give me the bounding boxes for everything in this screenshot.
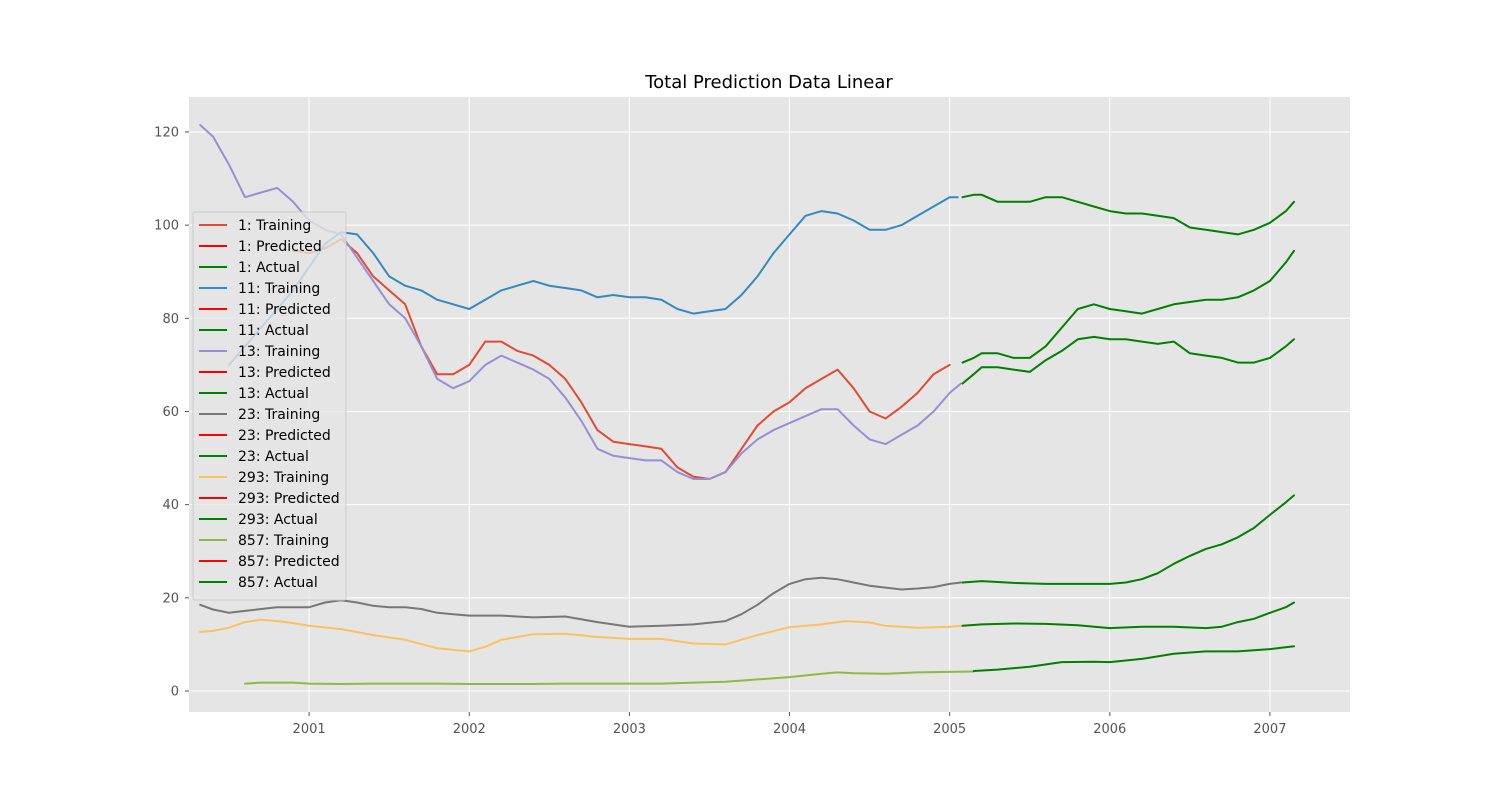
- y-tick-label: 80: [162, 312, 179, 327]
- y-tick-label: 0: [171, 685, 179, 700]
- series-line-293-actual: [961, 601, 1295, 630]
- grid: [189, 97, 1350, 712]
- tick-labels: 0 20 40 60 80 100 120 2001 2002 2003 2004 2005 2006 2…: [154, 125, 1286, 737]
- series-line-857-actual: [972, 645, 1295, 672]
- series-line-857-training: [244, 670, 975, 685]
- chart-title: Total Prediction Data Linear: [644, 72, 893, 93]
- legend-label: 11: Training: [238, 281, 320, 297]
- y-tick-label: 40: [162, 498, 179, 513]
- legend-label: 1: Training: [238, 218, 311, 234]
- legend-label: 13: Actual: [238, 386, 309, 402]
- series-line-1-actual: [961, 249, 1295, 364]
- legend-frame: [192, 211, 347, 601]
- series-line-1-training: [292, 238, 951, 480]
- legend-label: 23: Actual: [238, 449, 309, 465]
- plot-area: [189, 97, 1350, 712]
- legend-label: 293: Training: [238, 470, 329, 486]
- legend-label: 857: Training: [238, 533, 329, 549]
- series-line-23-training: [199, 576, 962, 628]
- y-tick-label: 20: [162, 591, 179, 606]
- legend-label: 1: Actual: [238, 260, 300, 276]
- legend-label: 11: Predicted: [238, 302, 331, 318]
- legend-label: 1: Predicted: [238, 239, 322, 255]
- y-tick-label: 60: [162, 405, 179, 420]
- x-tick-label: 2007: [1253, 722, 1286, 737]
- series-line-11-training: [228, 196, 959, 366]
- legend-label: 11: Actual: [238, 323, 309, 339]
- legend-label: 23: Training: [238, 407, 320, 423]
- y-tick-label: 100: [154, 219, 179, 234]
- x-tick-label: 2004: [773, 722, 806, 737]
- y-tick-label: 120: [154, 125, 179, 140]
- legend-label: 857: Actual: [238, 575, 318, 591]
- series-line-13-actual: [961, 335, 1295, 385]
- legend-label: 13: Predicted: [238, 365, 331, 381]
- series-lines: [199, 124, 1295, 685]
- x-tick-label: 2006: [1093, 722, 1126, 737]
- legend-label: 13: Training: [238, 344, 320, 360]
- x-tick-label: 2005: [933, 722, 966, 737]
- legend-label: 293: Predicted: [238, 491, 340, 507]
- series-line-11-actual: [961, 193, 1295, 236]
- x-tick-label: 2003: [613, 722, 646, 737]
- legend-label: 857: Predicted: [238, 554, 340, 570]
- legend-label: 293: Actual: [238, 512, 318, 528]
- legend: 1: Training 1: Predicted 1: Actual 11: Trai…: [192, 211, 347, 601]
- series-line-23-actual: [961, 494, 1295, 585]
- legend-label: 23: Predicted: [238, 428, 331, 444]
- x-tick-label: 2001: [293, 722, 326, 737]
- series-line-293-training: [199, 618, 962, 653]
- x-tick-label: 2002: [453, 722, 486, 737]
